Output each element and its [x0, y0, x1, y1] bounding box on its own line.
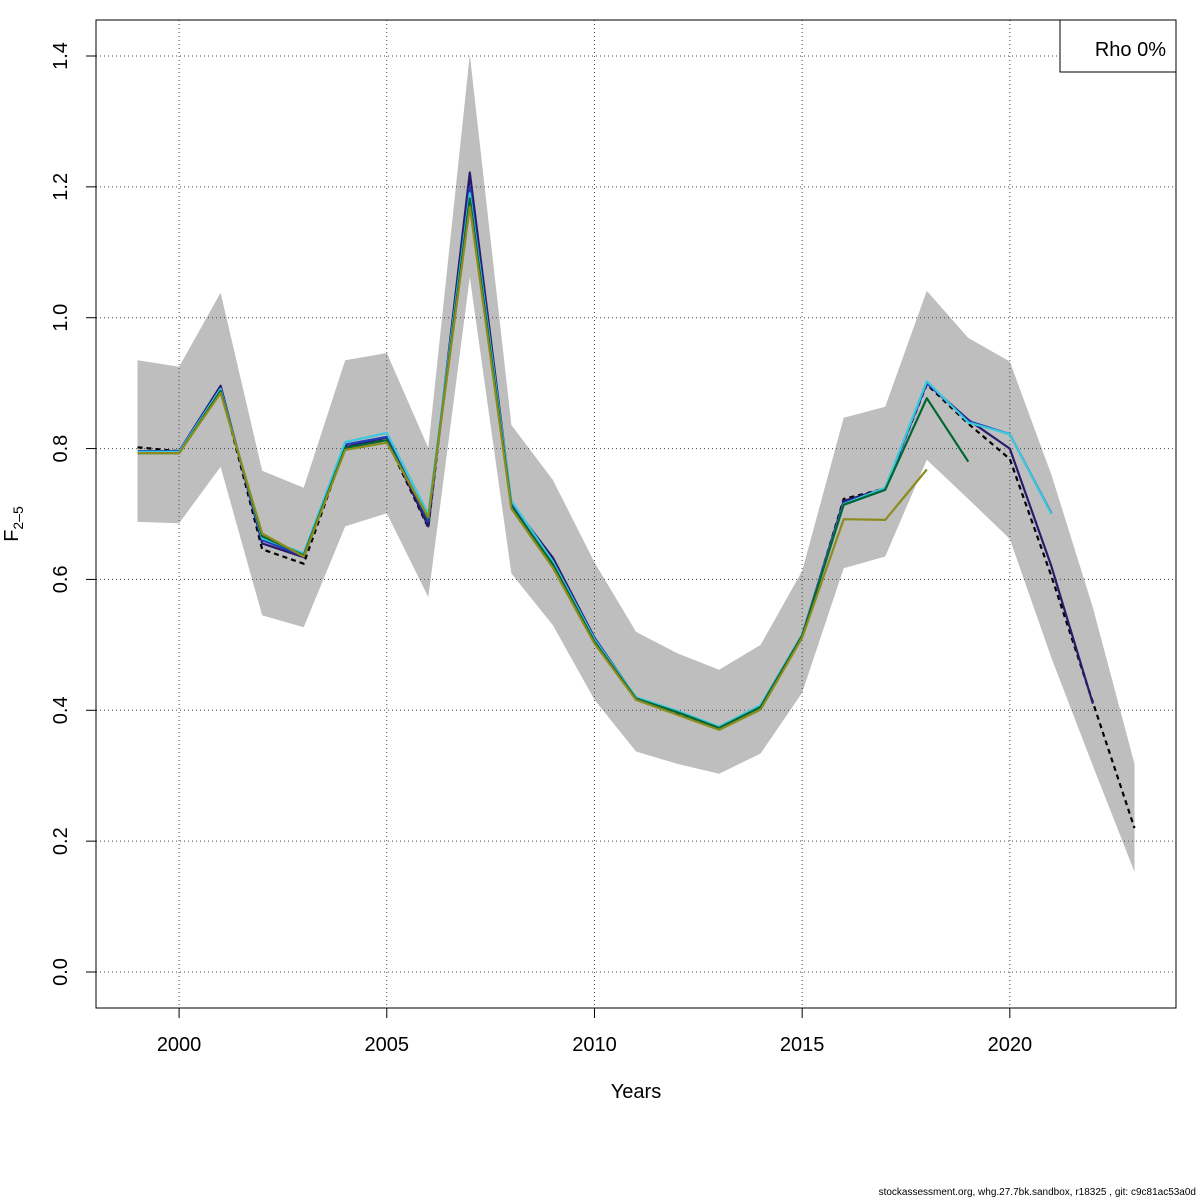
y-axis-title-main: F	[1, 530, 23, 542]
y-tick-label-4: 0.8	[50, 435, 72, 463]
x-tick-label-2010: 2010	[572, 1034, 617, 1056]
x-tick-label-2005: 2005	[365, 1034, 410, 1056]
series-line-5	[137, 197, 970, 730]
y-tick-label-2: 0.4	[50, 696, 72, 724]
grid-layer	[96, 20, 1176, 1008]
y-tick-label-7: 1.4	[50, 42, 72, 70]
y-tick-label-0: 0.0	[50, 958, 72, 986]
series-line-6	[137, 205, 928, 732]
footer-caption: stockassessment.org, whg.27.7bk.sandbox,…	[878, 1187, 1196, 1198]
x-axis: 2000 2005 2010 2015 2020	[157, 1008, 1032, 1056]
plot-frame	[95, 19, 1177, 1009]
legend-box	[1059, 19, 1177, 73]
x-tick-label-2020: 2020	[988, 1034, 1033, 1056]
y-tick-label-3: 0.6	[50, 565, 72, 593]
x-tick-label-2015: 2015	[780, 1034, 825, 1056]
legend-label: Rho 0%	[1095, 39, 1166, 61]
y-tick-label-1: 0.2	[50, 827, 72, 855]
y-axis: 0.0 0.2 0.4 0.6 0.8 1.0 1.2 1.4	[50, 42, 96, 986]
series-layer	[137, 171, 1136, 829]
y-axis-title: F2–5	[1, 506, 26, 542]
y-tick-label-5: 1.0	[50, 304, 72, 332]
x-tick-label-2000: 2000	[157, 1034, 202, 1056]
y-tick-label-6: 1.2	[50, 173, 72, 201]
legend: Rho 0%	[1059, 19, 1177, 73]
x-axis-title: Years	[611, 1081, 661, 1103]
y-axis-title-subscript: 2–5	[10, 506, 26, 530]
